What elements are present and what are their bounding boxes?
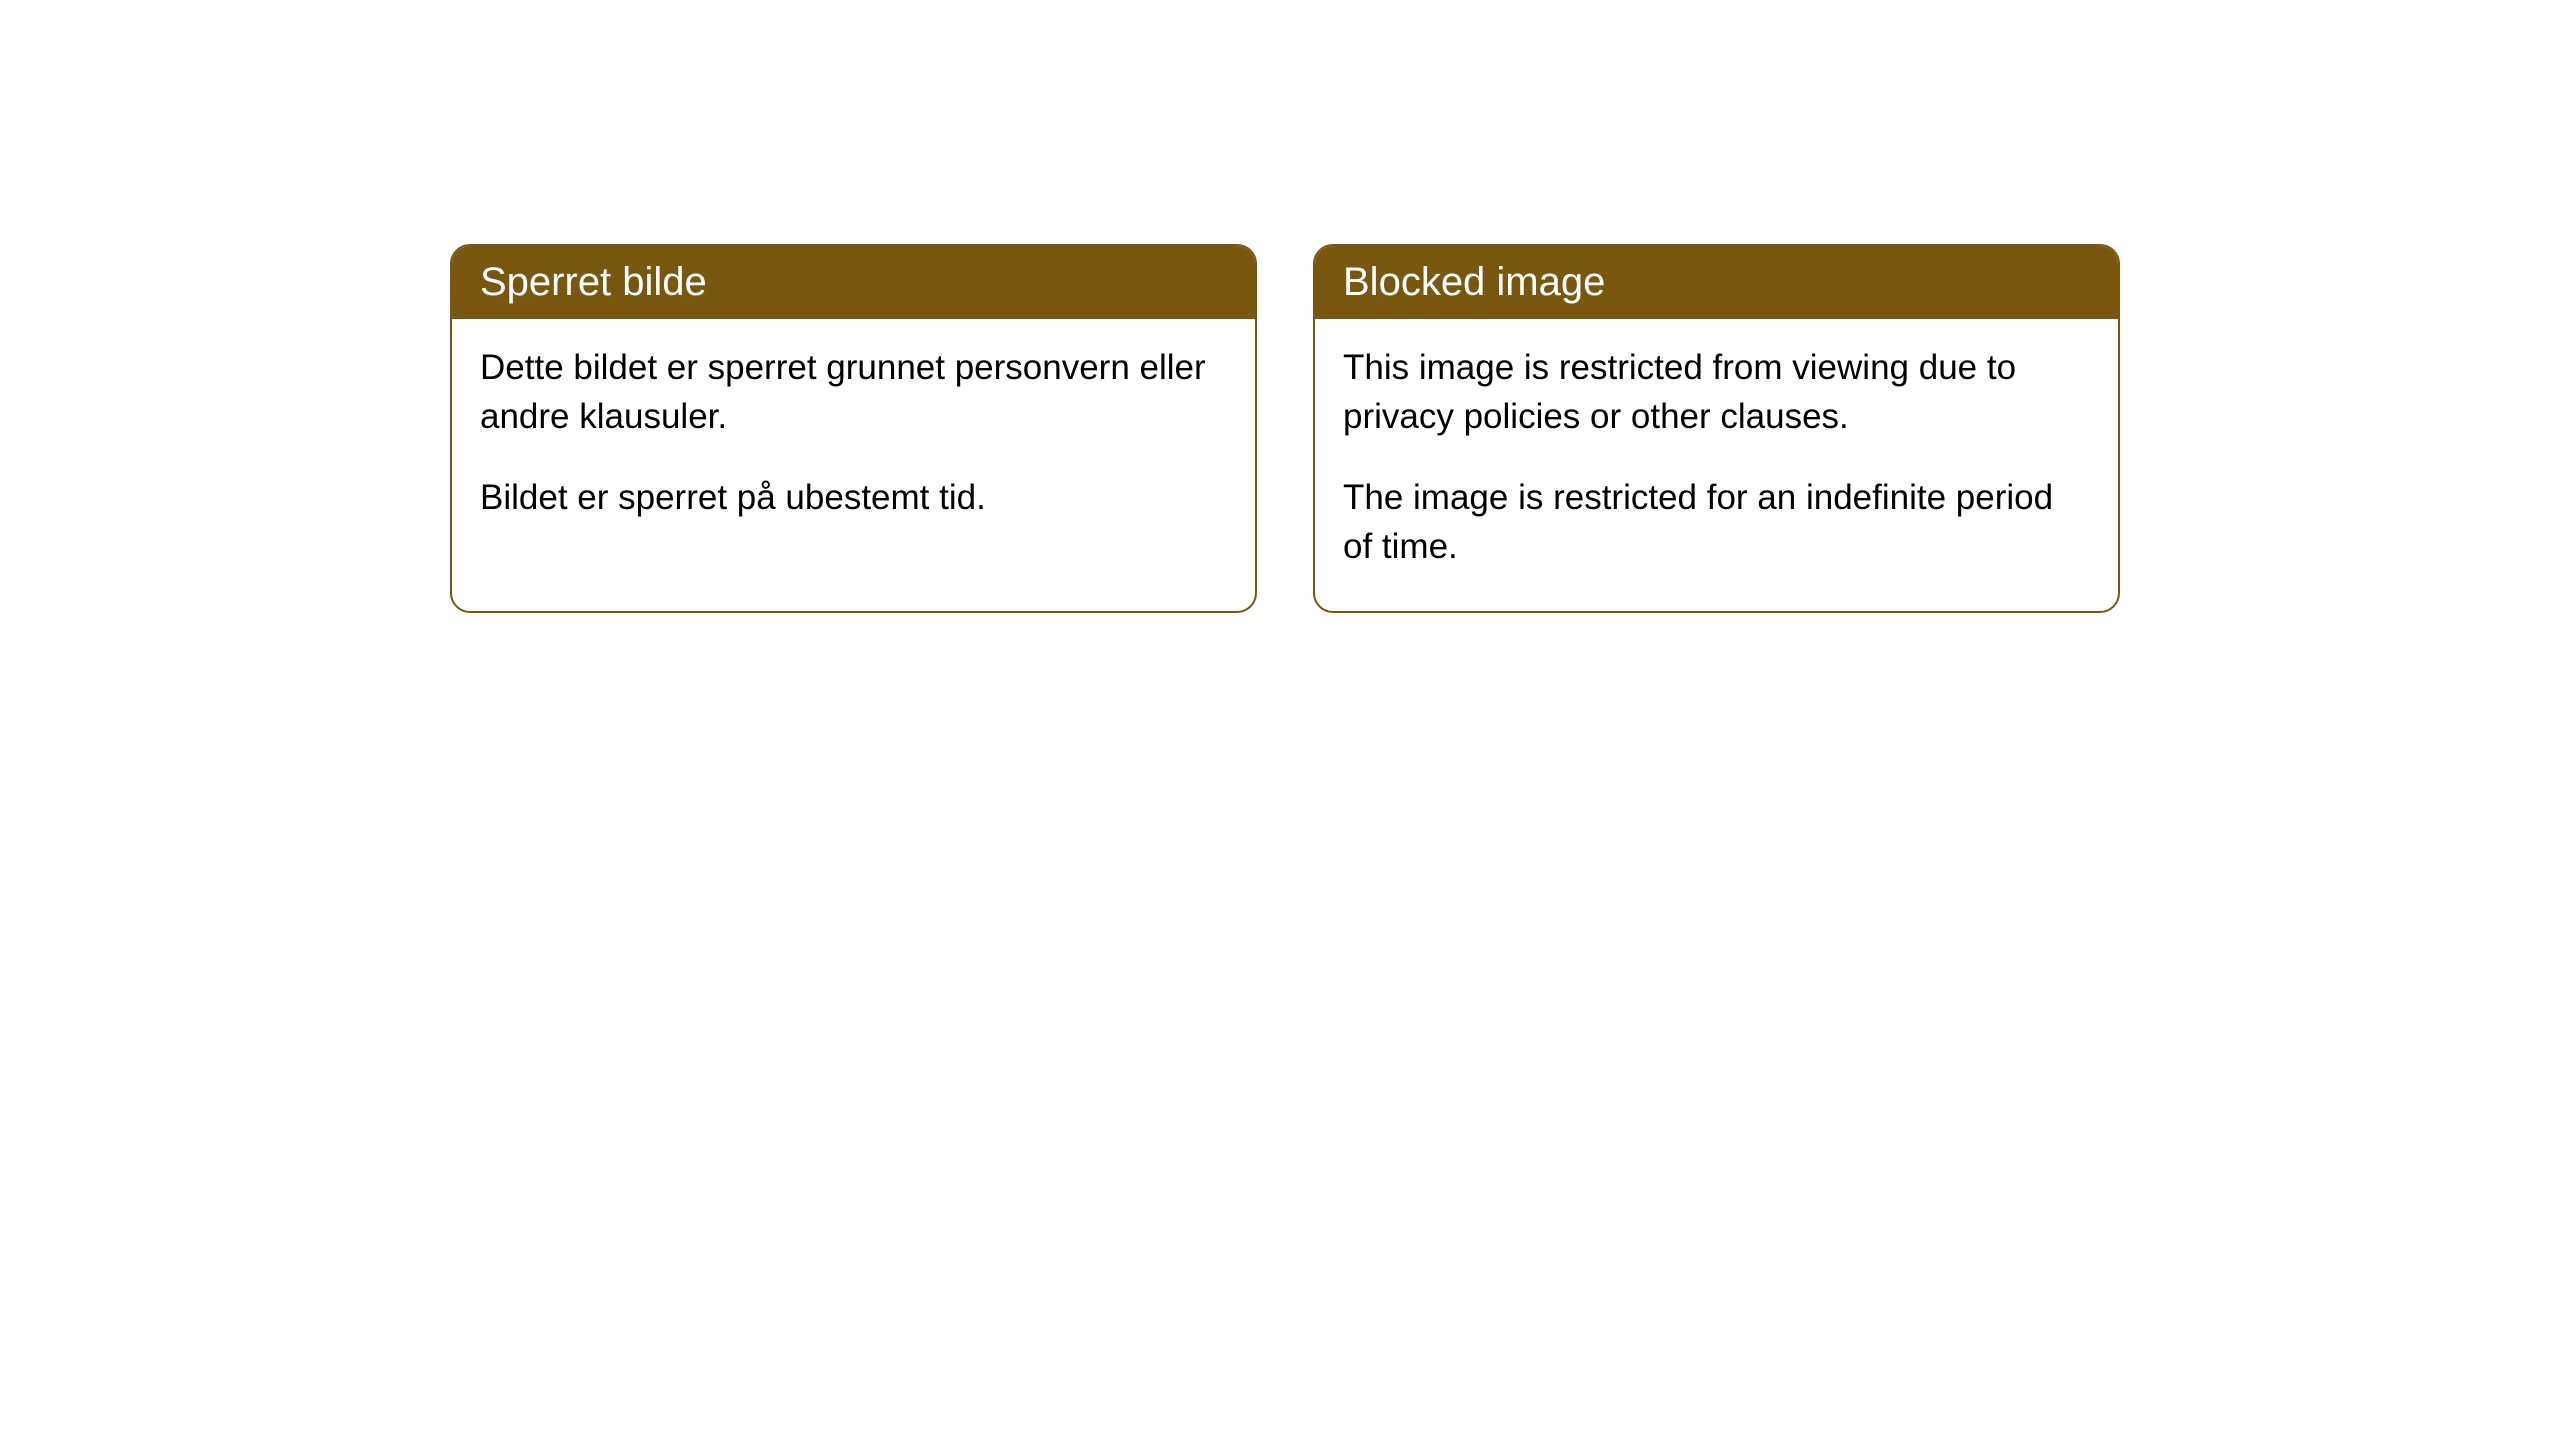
card-header-english: Blocked image <box>1315 246 2118 319</box>
card-norwegian: Sperret bilde Dette bildet er sperret gr… <box>450 244 1257 613</box>
card-title: Blocked image <box>1343 260 1605 304</box>
card-paragraph-1: Dette bildet er sperret grunnet personve… <box>480 343 1227 441</box>
card-english: Blocked image This image is restricted f… <box>1313 244 2120 613</box>
cards-container: Sperret bilde Dette bildet er sperret gr… <box>450 244 2120 613</box>
card-body-english: This image is restricted from viewing du… <box>1315 319 2118 611</box>
card-title: Sperret bilde <box>480 260 707 304</box>
card-paragraph-2: Bildet er sperret på ubestemt tid. <box>480 473 1227 522</box>
card-paragraph-2: The image is restricted for an indefinit… <box>1343 473 2090 571</box>
card-paragraph-1: This image is restricted from viewing du… <box>1343 343 2090 441</box>
card-header-norwegian: Sperret bilde <box>452 246 1255 319</box>
card-body-norwegian: Dette bildet er sperret grunnet personve… <box>452 319 1255 562</box>
